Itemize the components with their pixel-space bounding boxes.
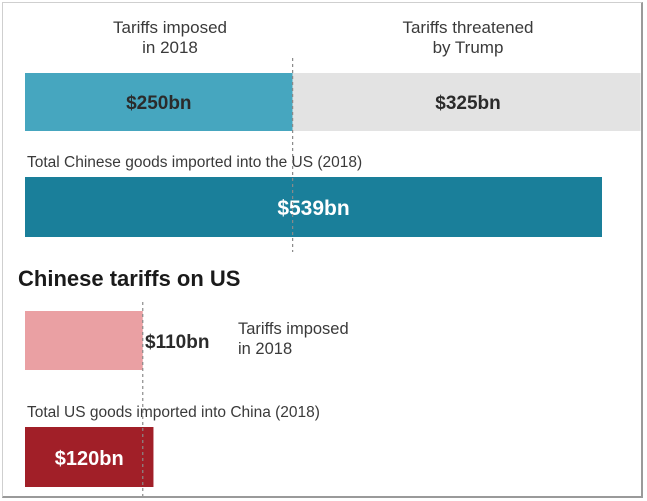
bar-us-threatened <box>292 73 641 131</box>
caption-us-total: Total Chinese goods imported into the US… <box>27 154 362 171</box>
bar-us-imposed <box>25 73 293 131</box>
caption-cn-total: Total US goods imported into China (2018… <box>27 404 320 421</box>
title-chinese-tariffs: Chinese tariffs on US <box>18 266 240 291</box>
bar-cn-total <box>25 427 154 487</box>
header-tariffs-imposed: Tariffs imposed in 2018 <box>113 18 227 57</box>
header-tariffs-threatened: Tariffs threatened by Trump <box>402 18 533 57</box>
bar-us-total <box>25 177 602 237</box>
series-name-cn-imposed: Tariffs imposed in 2018 <box>238 320 349 358</box>
label-cn-imposed: $110bn <box>145 332 209 353</box>
label-cn-total: $120bn <box>55 448 124 470</box>
label-us-imposed: $250bn <box>126 93 191 114</box>
label-us-threatened: $325bn <box>435 93 500 114</box>
bar-cn-imposed <box>25 311 143 370</box>
label-us-total: $539bn <box>277 197 349 220</box>
